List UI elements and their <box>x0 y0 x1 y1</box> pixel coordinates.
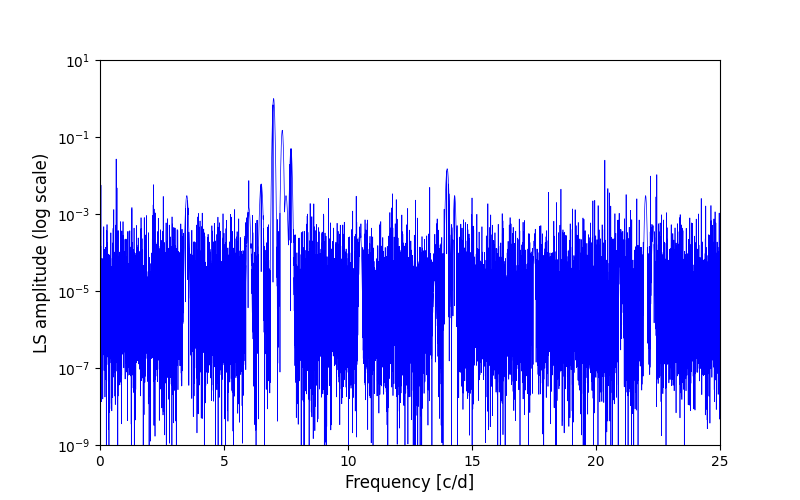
X-axis label: Frequency [c/d]: Frequency [c/d] <box>346 474 474 492</box>
Y-axis label: LS amplitude (log scale): LS amplitude (log scale) <box>34 152 51 352</box>
